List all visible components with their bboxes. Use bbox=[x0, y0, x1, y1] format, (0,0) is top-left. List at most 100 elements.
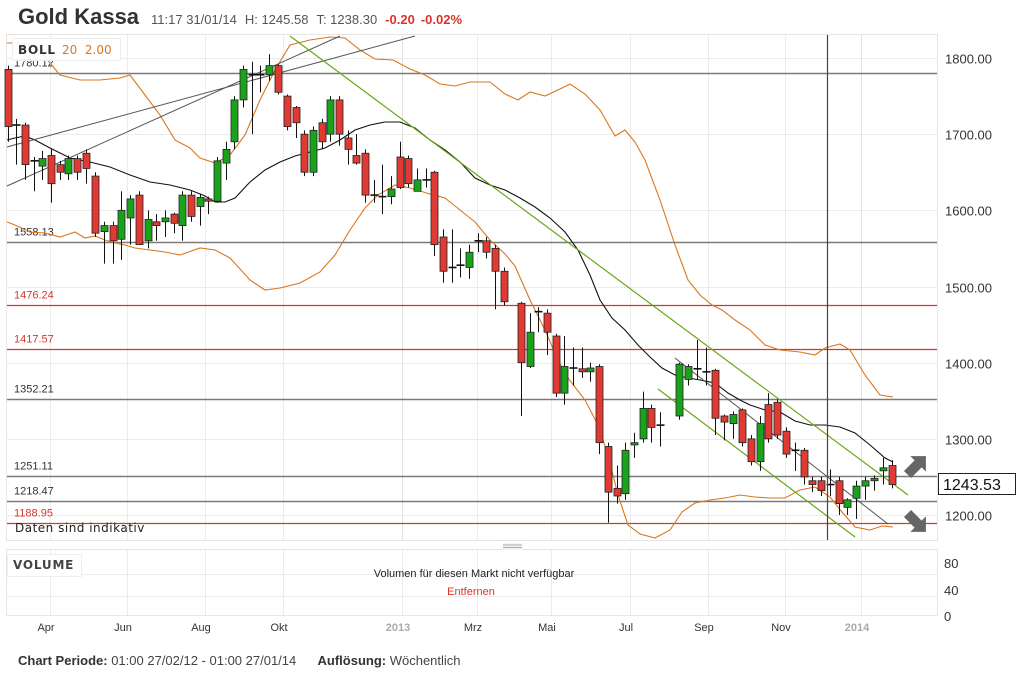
quote-time: 11:17 31/01/14 bbox=[151, 12, 237, 27]
candle-down bbox=[552, 333, 561, 397]
indicator-name: BOLL bbox=[18, 43, 56, 57]
price-panel-frame bbox=[6, 34, 938, 541]
time-tick-label: Sep bbox=[694, 622, 714, 634]
volume-label: VOLUME bbox=[13, 558, 74, 572]
candle-down bbox=[292, 105, 301, 138]
candle-down bbox=[283, 94, 292, 131]
indicative-notice: Daten sind indikativ bbox=[15, 521, 145, 535]
candle-up bbox=[474, 233, 483, 253]
day-high: H: 1245.58 bbox=[244, 12, 309, 27]
bollinger-bands bbox=[6, 36, 894, 539]
candle-up bbox=[178, 191, 187, 241]
candle-down bbox=[274, 64, 283, 95]
candle-down bbox=[187, 191, 196, 222]
candle-down bbox=[595, 364, 604, 455]
level-label: 1188.95 bbox=[14, 508, 53, 520]
candle-up bbox=[413, 168, 422, 192]
candle-down bbox=[720, 414, 729, 441]
period-label: Chart Periode: bbox=[18, 653, 108, 668]
candle-up bbox=[387, 176, 396, 205]
candle-down bbox=[21, 122, 30, 180]
indicator-params: 20 2.00 bbox=[62, 43, 112, 57]
candle-down bbox=[747, 435, 756, 466]
candle-down bbox=[170, 212, 179, 234]
candle-down bbox=[204, 196, 213, 215]
instrument-title: Gold Kassa bbox=[18, 4, 140, 29]
volume-tick-0: 0 bbox=[944, 609, 951, 624]
candle-down bbox=[482, 236, 491, 259]
period-value: 01:00 27/02/12 - 01:00 27/01/14 bbox=[111, 653, 297, 668]
scroll-down-arrow-icon[interactable] bbox=[900, 506, 934, 540]
candle-up bbox=[756, 415, 765, 471]
candle-up bbox=[230, 96, 239, 150]
time-tick-label: 2014 bbox=[845, 622, 870, 634]
scroll-up-arrow-icon[interactable] bbox=[900, 448, 934, 482]
volume-unavailable-message: Volumen für diesen Markt nicht verfügbar bbox=[374, 568, 575, 580]
candle-down bbox=[109, 221, 118, 264]
trendline-gray-1[interactable] bbox=[6, 35, 416, 148]
candle-down bbox=[517, 301, 526, 416]
candle-down bbox=[82, 149, 91, 184]
trendline-gray-channel[interactable] bbox=[674, 357, 889, 525]
day-low: T: 1238.30 bbox=[316, 12, 378, 27]
candle-up bbox=[196, 193, 205, 226]
level-label: 1352.21 bbox=[14, 384, 54, 396]
candle-up bbox=[213, 157, 222, 203]
trendline-gray-2[interactable] bbox=[6, 35, 341, 187]
price-tick-label: 1400.00 bbox=[945, 357, 992, 372]
candle-up bbox=[526, 313, 535, 369]
panel-resize-handle[interactable] bbox=[503, 543, 522, 550]
candle-down bbox=[835, 476, 844, 516]
chart-footer: Chart Periode: 01:00 27/02/12 - 01:00 27… bbox=[18, 653, 461, 668]
candle-down bbox=[773, 399, 782, 439]
horizontal-levels: 1780.121558.131476.241417.571352.211251.… bbox=[7, 58, 937, 525]
candle-down bbox=[491, 244, 500, 310]
candle-up bbox=[630, 432, 639, 458]
price-tick-label: 1700.00 bbox=[945, 128, 992, 143]
grid-lines bbox=[7, 35, 937, 615]
remove-volume-link[interactable]: Entfernen bbox=[447, 586, 495, 598]
candle-up bbox=[239, 65, 248, 108]
candle-up bbox=[621, 442, 630, 500]
time-tick-label: Okt bbox=[270, 622, 287, 634]
volume-legend: VOLUME bbox=[7, 554, 82, 577]
candle-down bbox=[782, 427, 791, 458]
time-tick-label: Aug bbox=[191, 622, 211, 634]
price-change-percent: -0.02% bbox=[420, 12, 463, 27]
resolution-value: Wöchentlich bbox=[389, 653, 461, 668]
candle-up bbox=[378, 164, 387, 215]
candle-down bbox=[73, 155, 82, 180]
candle-down bbox=[361, 149, 370, 203]
trendline-green-upper[interactable] bbox=[289, 35, 909, 496]
candle-down bbox=[764, 393, 773, 443]
candle-down bbox=[578, 347, 587, 378]
candle-up bbox=[456, 248, 465, 278]
candle-up bbox=[64, 155, 73, 180]
candle-down bbox=[500, 267, 509, 306]
candle-up bbox=[852, 480, 861, 519]
indicator-legend[interactable]: BOLL 20 2.00 bbox=[12, 38, 121, 61]
candle-down bbox=[300, 130, 309, 177]
candle-up bbox=[656, 412, 665, 447]
candle-down bbox=[817, 476, 826, 496]
volume-panel-frame bbox=[6, 549, 938, 616]
candle-up bbox=[693, 339, 702, 380]
time-axis: Apr Jun Aug Okt 2013 Mrz Mai Jul Sep Nov 2014 bbox=[37, 622, 870, 634]
candle-up bbox=[560, 336, 569, 405]
chart-header: Gold Kassa 11:17 31/01/14 H: 1245.58 T: … bbox=[18, 4, 468, 32]
trendline-green-lower[interactable] bbox=[657, 388, 856, 538]
candle-up bbox=[38, 150, 47, 180]
time-tick-label: Nov bbox=[771, 622, 791, 634]
price-tick-label: 1500.00 bbox=[945, 281, 992, 296]
level-label: 1417.57 bbox=[14, 334, 54, 346]
candle-up bbox=[534, 307, 543, 333]
candle-up bbox=[569, 347, 578, 386]
boll-middle-line bbox=[6, 121, 894, 463]
price-tick-label: 1800.00 bbox=[945, 52, 992, 67]
candle-up bbox=[586, 362, 595, 382]
candle-up bbox=[309, 126, 318, 177]
candle-down bbox=[800, 447, 809, 485]
candle-up bbox=[100, 221, 109, 264]
candle-down bbox=[135, 191, 144, 246]
